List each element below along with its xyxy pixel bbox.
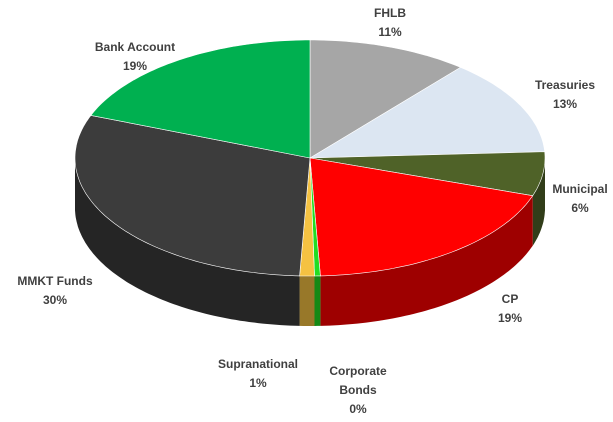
category-label: CP xyxy=(501,292,519,306)
value-label: 1% xyxy=(249,376,267,390)
data-label: Corporate Bonds 0% xyxy=(323,362,393,419)
data-label: Bank Account 19% xyxy=(80,38,190,76)
value-label: 19% xyxy=(122,59,148,73)
value-label: 30% xyxy=(42,293,68,307)
category-label: Treasuries xyxy=(534,78,596,92)
category-label: MMKT Funds xyxy=(17,274,93,288)
slice xyxy=(90,39,311,159)
slice-side xyxy=(320,195,533,326)
slice-side xyxy=(532,158,545,246)
data-label: Treasuries 13% xyxy=(510,76,613,114)
data-label: CP 19% xyxy=(455,290,565,328)
slice xyxy=(308,67,546,159)
category-label: Municipal xyxy=(552,182,608,196)
slice xyxy=(309,39,462,159)
category-label: Corporate Bonds xyxy=(329,364,387,397)
data-label: Supranational 1% xyxy=(203,355,313,393)
slice xyxy=(309,157,534,277)
category-label: Supranational xyxy=(217,357,298,371)
value-label: 19% xyxy=(497,311,523,325)
value-label: 6% xyxy=(571,201,589,215)
value-label: 11% xyxy=(378,25,402,39)
category-label: Bank Account xyxy=(94,40,176,54)
slice-side xyxy=(314,275,321,326)
data-label: FHLB 11% xyxy=(335,4,445,42)
value-label: 13% xyxy=(552,97,578,111)
slice-side xyxy=(75,158,300,326)
slice-side xyxy=(299,275,315,326)
data-label: Municipal 6% xyxy=(525,180,613,218)
data-label: MMKT Funds 30% xyxy=(0,272,110,310)
slice xyxy=(74,115,311,277)
category-label: FHLB xyxy=(374,6,406,20)
slice xyxy=(309,151,546,197)
value-label: 0% xyxy=(349,402,367,416)
